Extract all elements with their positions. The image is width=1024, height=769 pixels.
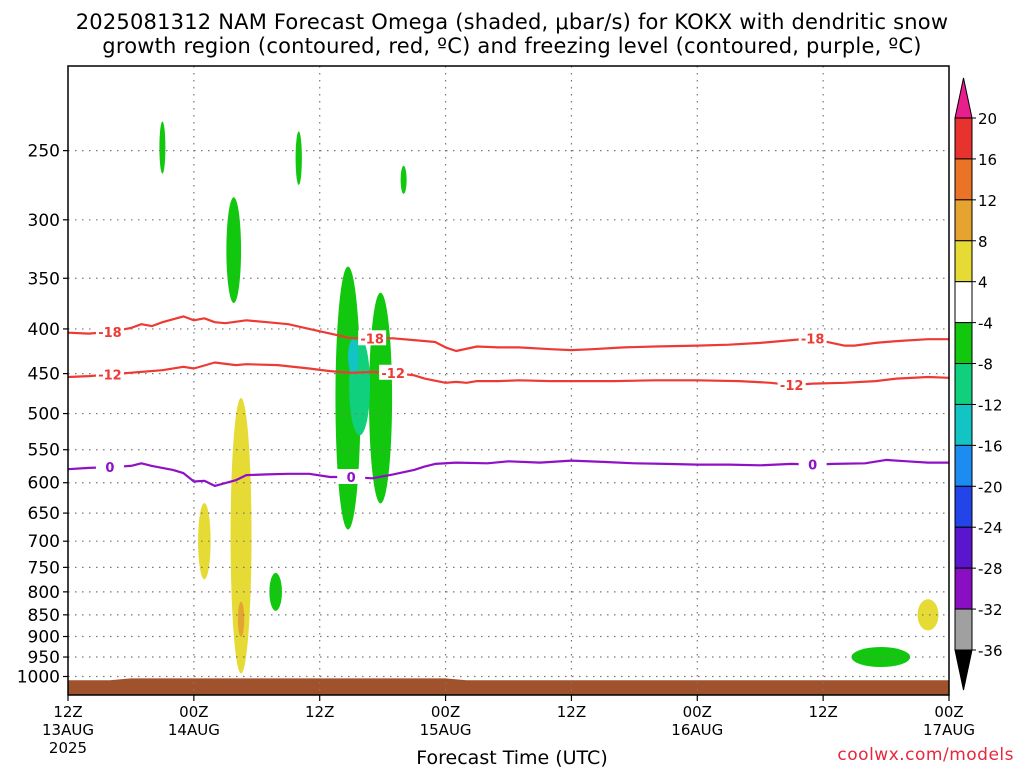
colorbar-label-7: -12 [978, 396, 1003, 414]
y-tick-label-850: 850 [28, 606, 60, 626]
contour-0-label-bg-0 [95, 323, 124, 339]
y-tick-label-350: 350 [28, 269, 60, 289]
colorbar-label-3: 8 [978, 233, 988, 251]
x-tick-label-48-0: 12Z [557, 703, 586, 721]
y-tick-label-800: 800 [28, 583, 60, 603]
colorbar-label-12: -32 [978, 601, 1003, 619]
omega-region-3 [226, 197, 242, 304]
colorbar-box-12 [954, 608, 973, 651]
x-tick-label-84-0: 00Z [934, 703, 963, 721]
y-tick-label-900: 900 [28, 628, 60, 648]
colorbar-label-11: -28 [978, 560, 1003, 578]
y-tick-label-600: 600 [28, 474, 60, 494]
x-tick-label-12-1: 14AUG [168, 721, 220, 739]
contour-1-label-1: -12 [381, 367, 405, 382]
contour-1-label-2: -12 [780, 379, 804, 394]
chart-title-line-1: 2025081312 NAM Forecast Omega (shaded, μ… [75, 10, 949, 34]
colorbar-box-11 [954, 567, 973, 610]
contour-1-label-0: -12 [98, 368, 122, 383]
colorbar-label-10: -24 [978, 519, 1003, 537]
y-tick-label-950: 950 [28, 648, 60, 668]
omega-region-5 [335, 266, 361, 530]
y-tick-label-500: 500 [28, 405, 60, 425]
omega-region-2 [400, 165, 407, 194]
omega-region-9 [198, 503, 211, 580]
contour-1-label-bg-2 [777, 377, 806, 393]
colorbar-label-4: 4 [978, 274, 988, 292]
y-tick-label-300: 300 [28, 211, 60, 231]
colorbar-box-5 [954, 322, 973, 365]
colorbar-box-8 [954, 444, 973, 487]
colorbar-box-2 [954, 199, 973, 242]
y-tick-label-750: 750 [28, 558, 60, 578]
x-tick-label-60-1: 16AUG [671, 721, 723, 739]
colorbar-box-1 [954, 158, 973, 201]
contour-2-label-2: 0 [808, 459, 817, 474]
x-tick-label-72-0: 12Z [808, 703, 837, 721]
colorbar-label-5: -4 [978, 315, 993, 333]
x-tick-label-36-0: 00Z [431, 703, 460, 721]
contour-1-label-bg-0 [95, 366, 124, 382]
colorbar-box-10 [954, 526, 973, 569]
contour-2-label-0: 0 [105, 461, 114, 476]
colorbar-label-8: -16 [978, 437, 1003, 455]
omega-region-10 [230, 398, 252, 674]
colorbar-box-6 [954, 363, 973, 405]
contour-0-label-bg-1 [358, 330, 387, 346]
contour-2-label-1: 0 [347, 471, 356, 486]
contour-0-label-bg-2 [798, 330, 827, 346]
colorbar-label-0: 20 [978, 110, 997, 128]
omega-region-0 [159, 121, 166, 174]
contour-1-label-bg-1 [379, 364, 408, 380]
omega-region-4 [269, 572, 282, 611]
omega-region-8 [348, 338, 359, 375]
y-tick-label-700: 700 [28, 532, 60, 552]
x-tick-label-24-0: 12Z [305, 703, 334, 721]
colorbar-top-triangle [954, 77, 973, 119]
y-tick-label-250: 250 [28, 142, 60, 162]
colorbar-box-7 [954, 403, 973, 446]
x-tick-label-0-1: 13AUG [42, 721, 94, 739]
colorbar-box-9 [954, 485, 973, 528]
contour-0-label-2: -18 [801, 332, 825, 347]
contour-1 [68, 361, 949, 387]
colorbar-box-0 [954, 117, 973, 160]
omega-region-6 [369, 292, 393, 504]
chart-title-line-2: growth region (contoured, red, ºC) and f… [102, 34, 922, 58]
colorbar-label-2: 12 [978, 192, 997, 210]
colorbar-bottom-triangle [954, 649, 973, 691]
x-tick-label-12-0: 00Z [179, 703, 208, 721]
contour-2-label-bg-2 [798, 456, 827, 472]
contour-0-label-0: -18 [98, 326, 122, 341]
colorbar-box-3 [954, 240, 973, 283]
contour-2-label-bg-0 [95, 459, 124, 475]
y-tick-label-650: 650 [28, 504, 60, 524]
colorbar-label-6: -8 [978, 356, 993, 374]
y-tick-label-550: 550 [28, 441, 60, 461]
plot-frame [67, 65, 950, 696]
y-tick-label-1000: 1000 [17, 667, 60, 687]
omega-region-11 [237, 601, 245, 637]
x-axis-label: Forecast Time (UTC) [416, 747, 608, 769]
contour-0-label-1: -18 [360, 332, 384, 347]
y-tick-label-400: 400 [28, 320, 60, 340]
omega-region-1 [295, 131, 302, 185]
colorbar-label-9: -20 [978, 478, 1003, 496]
x-tick-label-60-0: 00Z [683, 703, 712, 721]
y-tick-label-450: 450 [28, 365, 60, 385]
x-tick-label-0-0: 12Z [53, 703, 82, 721]
x-tick-label-36-1: 15AUG [420, 721, 472, 739]
source-credit: coolwx.com/models [837, 745, 1014, 765]
colorbar-box-4 [954, 281, 973, 324]
contour-2 [68, 458, 949, 487]
colorbar-label-13: -36 [978, 642, 1003, 660]
colorbar-label-1: 16 [978, 151, 997, 169]
terrain-fill [68, 678, 949, 695]
x-tick-label-0-2: 2025 [49, 739, 87, 757]
omega-region-12 [917, 599, 939, 631]
contour-2-label-bg-1 [337, 468, 366, 484]
x-tick-label-84-1: 17AUG [923, 721, 975, 739]
